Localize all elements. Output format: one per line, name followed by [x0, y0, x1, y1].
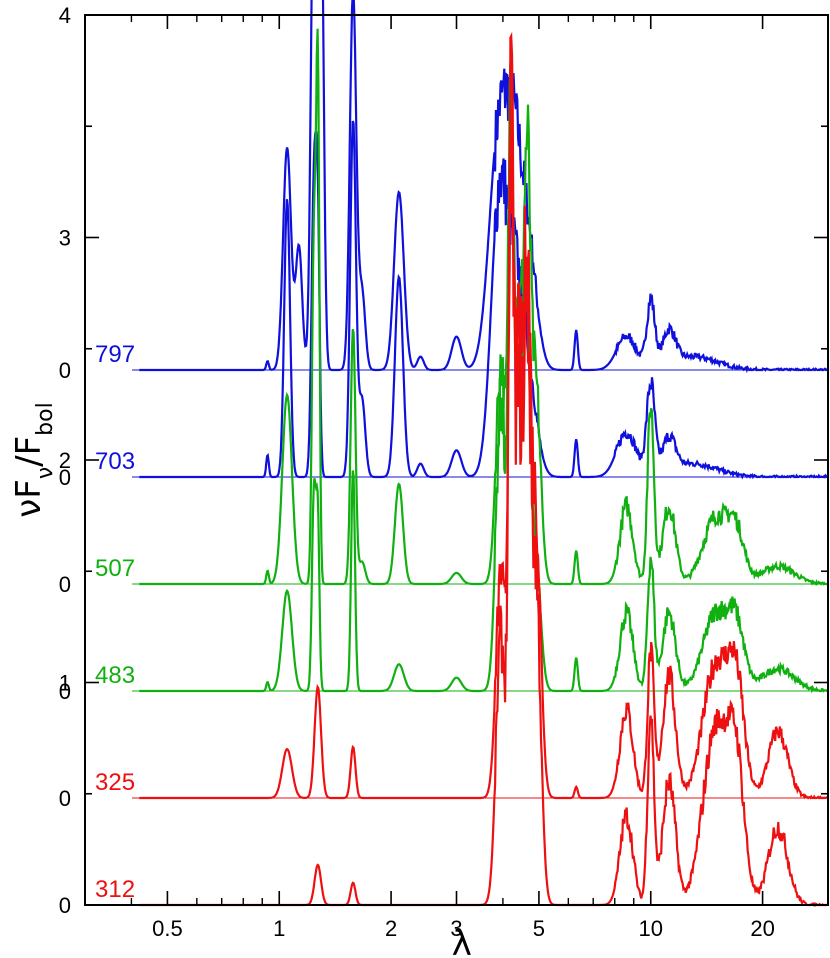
- series-label-507: 507: [95, 555, 135, 582]
- y-title-main: νF: [9, 479, 49, 518]
- y-title-sub1: ν: [33, 467, 58, 479]
- series-label-797: 797: [95, 341, 135, 368]
- series-line-507: [139, 28, 828, 586]
- series-label-layer: 797 703 507 483 325 312: [95, 341, 135, 903]
- y-tick-label: 2: [59, 448, 71, 473]
- x-tick-label: 1: [273, 916, 285, 941]
- series-line-797: [139, 0, 829, 374]
- offset-zero-label: 0: [59, 572, 71, 597]
- y-title-mid: /F: [9, 436, 49, 467]
- y-tick-label: 3: [59, 226, 71, 251]
- y-axis-title: νFν/Fbol: [9, 402, 58, 517]
- x-tick-label: 0.5: [152, 916, 183, 941]
- offset-zero-label: 0: [59, 679, 71, 704]
- series-line-483: [139, 97, 829, 694]
- offset-zero-label: 0: [59, 786, 71, 811]
- y-tick-label: 4: [59, 3, 71, 28]
- x-tick-label: 3: [450, 916, 462, 941]
- x-tick-label: 5: [533, 916, 545, 941]
- series-line-325: [139, 31, 829, 800]
- series-label-312: 312: [95, 876, 135, 903]
- x-tick-label: 20: [750, 916, 774, 941]
- series-label-703: 703: [95, 448, 135, 475]
- offset-zero-label: 0: [59, 358, 71, 383]
- series-layer: [132, 0, 829, 908]
- offset-zero-label: 0: [59, 465, 71, 490]
- series-line-703: [139, 120, 828, 480]
- y-tick-label: 0: [59, 893, 71, 918]
- x-tick-label: 10: [639, 916, 663, 941]
- y-title-sub2: bol: [33, 402, 58, 436]
- x-axis-title: λ: [452, 924, 472, 958]
- x-tick-label: 2: [385, 916, 397, 941]
- series-label-325: 325: [95, 769, 135, 796]
- y-tick-label: 1: [59, 671, 71, 696]
- series-label-483: 483: [95, 662, 135, 689]
- plot-frame: [84, 14, 829, 906]
